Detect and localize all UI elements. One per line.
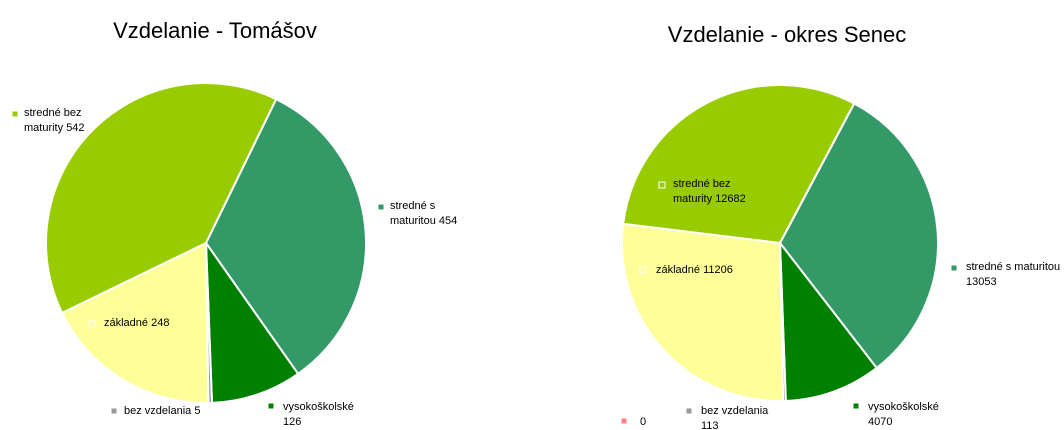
label-marker — [377, 203, 385, 211]
pie-slice — [204, 97, 367, 376]
slice-label-text: základné 248 — [104, 316, 204, 331]
pie-slice — [204, 239, 300, 404]
pie-slice — [622, 84, 856, 245]
category-name: vysokoškolské — [283, 401, 354, 413]
slice-label: základné 11206 — [656, 263, 756, 278]
slice-value: 454 — [438, 215, 458, 227]
slice-value: 126 — [283, 416, 302, 428]
slice-label: bez vzdelania 113 — [701, 404, 786, 430]
slice-value: 13053 — [966, 276, 997, 288]
pie-slice — [45, 82, 278, 315]
slice-label-text: stredné bez maturity 12682 — [673, 177, 761, 207]
slice-value: 0 — [640, 416, 647, 428]
label-marker — [685, 407, 693, 415]
category-name: stredné bez maturity — [24, 107, 82, 134]
label-marker — [950, 264, 958, 272]
label-marker — [267, 402, 275, 410]
slice-label: stredné bez maturity 542 — [24, 106, 100, 136]
label-marker — [639, 266, 647, 274]
slice-label: vysokoškolské 4070 — [868, 400, 953, 430]
pie-slice — [60, 241, 210, 404]
chart-title: Vzdelanie - Tomášov — [113, 18, 317, 43]
category-name: stredné bez maturity — [673, 178, 731, 205]
category-name: základné — [656, 264, 701, 276]
category-name: vysokoškolské — [868, 401, 939, 413]
slice-label: stredné bez maturity 12682 — [673, 177, 761, 207]
label-marker — [852, 402, 860, 410]
slice-label-text: 0 — [640, 415, 680, 430]
slice-label-text: základné 11206 — [656, 263, 756, 278]
chart-title: Vzdelanie - okres Senec — [668, 22, 906, 47]
slice-value: 113 — [701, 420, 719, 430]
slice-value: 248 — [151, 317, 170, 329]
slice-value: 4070 — [868, 416, 893, 428]
slice-label: vysokoškolské 126 — [283, 400, 363, 430]
slice-label: stredné s maturitou 454 — [390, 199, 472, 229]
label-marker — [620, 417, 628, 425]
pie-slice — [621, 222, 785, 402]
category-name: stredné s maturitou — [966, 261, 1061, 273]
label-marker — [11, 110, 19, 118]
label-marker — [658, 181, 666, 189]
slice-label-text: vysokoškolské 4070 — [868, 400, 953, 430]
slice-label: stredné s maturitou 13053 — [966, 260, 1061, 290]
slice-value: 5 — [194, 405, 201, 417]
slice-label-text: stredné s maturitou 454 — [390, 199, 472, 229]
label-marker — [88, 320, 96, 328]
slice-label-text: vysokoškolské 126 — [283, 400, 363, 430]
slice-label-text: bez vzdelania 113 — [701, 404, 786, 430]
category-name: základné — [104, 317, 149, 329]
category-name: bez vzdelania — [701, 405, 769, 417]
slice-label: 0 — [640, 415, 680, 430]
slice-value: 542 — [66, 122, 85, 134]
slice-label-text: bez vzdelania 5 — [124, 404, 224, 419]
category-name: bez vzdelania — [124, 405, 192, 417]
slice-value: 11206 — [703, 264, 733, 276]
slice-value: 12682 — [715, 193, 746, 205]
pie-slice — [778, 239, 879, 402]
slice-label: bez vzdelania 5 — [124, 404, 224, 419]
slice-label-text: stredné bez maturity 542 — [24, 106, 100, 136]
label-marker — [110, 407, 118, 415]
slice-label: základné 248 — [104, 316, 204, 331]
category-name: stredné s maturitou — [390, 200, 436, 227]
slice-label-text: stredné s maturitou 13053 — [966, 260, 1061, 290]
